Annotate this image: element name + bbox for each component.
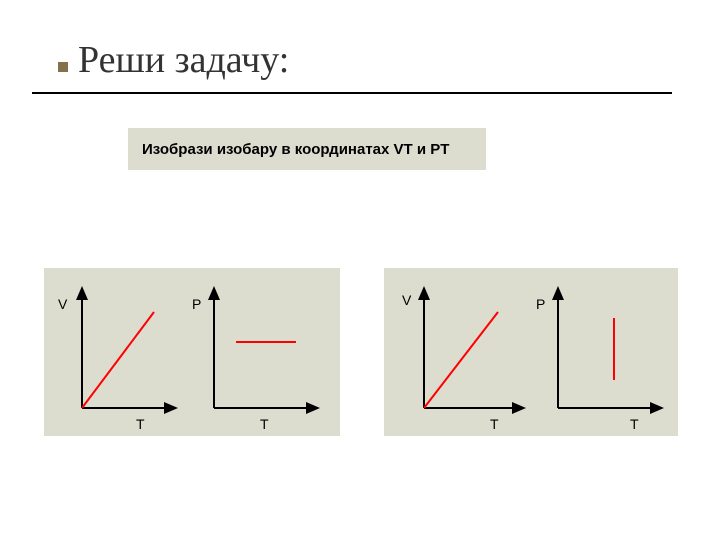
panel-left: V T P T (44, 268, 340, 436)
vt-right-curve (424, 312, 498, 408)
panel-right-svg (384, 268, 678, 436)
vt-left-curve (82, 312, 154, 408)
vt-left-x-label: T (136, 416, 145, 432)
instruction-text: Изобрази изобару в координатах VT и PT (142, 141, 449, 158)
pt-right-y-label: P (536, 296, 545, 312)
vt-left-y-label: V (58, 296, 67, 312)
title-bullet (58, 62, 68, 72)
vt-right-x-label: T (490, 416, 499, 432)
pt-left-x-label: T (260, 416, 269, 432)
vt-right-y-label: V (402, 292, 411, 308)
panel-right: V T P T (384, 268, 678, 436)
title-underline (32, 92, 672, 94)
instruction-box: Изобрази изобару в координатах VT и PT (128, 128, 486, 170)
panel-left-svg (44, 268, 340, 436)
pt-right-x-label: T (630, 416, 639, 432)
pt-left-y-label: P (192, 296, 201, 312)
page-title: Реши задачу: (78, 38, 289, 82)
